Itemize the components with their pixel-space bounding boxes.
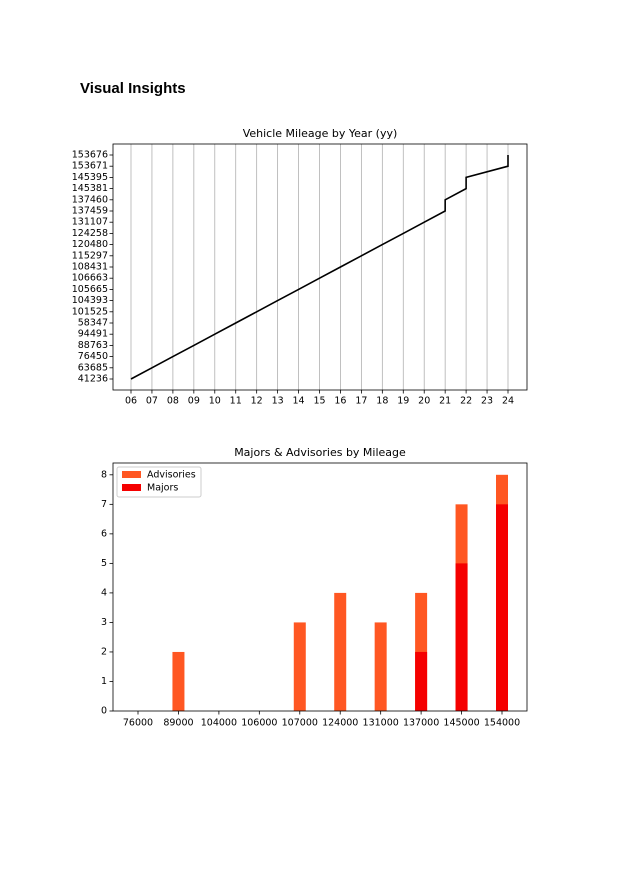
x-tick-label: 20 xyxy=(418,396,430,407)
y-tick-label: 88763 xyxy=(78,340,108,351)
y-tick-label: 2 xyxy=(101,646,107,657)
axes-frame xyxy=(112,143,528,391)
y-tick-label: 124258 xyxy=(72,228,108,239)
x-tick-label: 124000 xyxy=(322,718,358,729)
y-tick-label: 1 xyxy=(101,676,107,687)
y-tick-label: 63685 xyxy=(78,362,108,373)
y-tick-label: 131107 xyxy=(72,217,108,228)
y-tick-label: 137459 xyxy=(72,206,108,217)
x-tick-label: 08 xyxy=(167,396,179,407)
x-tick-label: 17 xyxy=(355,396,367,407)
x-tick-label: 24 xyxy=(502,396,514,407)
x-tick-label: 104000 xyxy=(201,718,237,729)
x-tick-label: 15 xyxy=(313,396,325,407)
y-tick-label: 145395 xyxy=(72,172,108,183)
y-tick-label: 137460 xyxy=(72,194,108,205)
x-tick-label: 106000 xyxy=(241,718,277,729)
bar xyxy=(374,622,387,711)
page-title: Visual Insights xyxy=(80,80,186,97)
x-tick-label: 14 xyxy=(293,396,305,407)
legend-swatch xyxy=(122,471,141,478)
x-tick-label: 16 xyxy=(334,396,346,407)
y-tick-label: 76450 xyxy=(78,351,108,362)
bar xyxy=(415,651,428,711)
x-tick-label: 154000 xyxy=(484,718,520,729)
x-tick-label: 145000 xyxy=(443,718,479,729)
y-tick-label: 6 xyxy=(101,528,107,539)
bar xyxy=(172,651,185,711)
y-tick-label: 153676 xyxy=(72,150,108,161)
x-tick-label: 89000 xyxy=(163,718,193,729)
x-tick-label: 11 xyxy=(230,396,242,407)
x-tick-label: 131000 xyxy=(363,718,399,729)
x-tick-label: 10 xyxy=(209,396,221,407)
y-tick-label: 115297 xyxy=(72,250,108,261)
y-tick-label: 108431 xyxy=(72,262,108,273)
y-tick-label: 7 xyxy=(101,499,107,510)
x-tick-label: 137000 xyxy=(403,718,439,729)
x-tick-label: 107000 xyxy=(282,718,318,729)
x-tick-label: 06 xyxy=(125,396,137,407)
x-tick-label: 22 xyxy=(460,396,472,407)
legend-label: Advisories xyxy=(147,470,196,481)
x-tick-label: 12 xyxy=(251,396,263,407)
y-tick-label: 58347 xyxy=(78,318,108,329)
axes-frame xyxy=(112,462,528,712)
x-tick-label: 07 xyxy=(146,396,158,407)
y-tick-label: 41236 xyxy=(78,374,108,385)
chart-title: Majors & Advisories by Mileage xyxy=(234,446,406,459)
y-tick-label: 101525 xyxy=(72,306,108,317)
y-tick-label: 0 xyxy=(101,706,107,717)
y-tick-label: 5 xyxy=(101,558,107,569)
y-tick-label: 106663 xyxy=(72,273,108,284)
line xyxy=(130,155,509,380)
y-tick-label: 4 xyxy=(101,587,107,598)
y-tick-label: 8 xyxy=(101,469,107,480)
x-tick-label: 21 xyxy=(439,396,451,407)
chart-title: Vehicle Mileage by Year (yy) xyxy=(243,127,398,140)
y-tick-label: 105665 xyxy=(72,284,108,295)
x-tick-label: 09 xyxy=(188,396,200,407)
y-tick-label: 145381 xyxy=(72,183,108,194)
x-tick-label: 23 xyxy=(481,396,493,407)
bar xyxy=(334,592,347,711)
x-tick-label: 19 xyxy=(397,396,409,407)
x-tick-label: 18 xyxy=(376,396,388,407)
y-tick-label: 104393 xyxy=(72,295,108,306)
y-tick-label: 120480 xyxy=(72,239,108,250)
legend-label: Majors xyxy=(147,483,178,494)
y-tick-label: 153671 xyxy=(72,161,108,172)
bar xyxy=(496,504,508,711)
legend-swatch xyxy=(122,484,141,491)
bar xyxy=(293,622,306,711)
y-tick-label: 3 xyxy=(101,617,107,628)
y-tick-label: 94491 xyxy=(78,329,108,340)
bar xyxy=(455,563,468,711)
x-tick-label: 76000 xyxy=(123,718,153,729)
x-tick-label: 13 xyxy=(272,396,284,407)
